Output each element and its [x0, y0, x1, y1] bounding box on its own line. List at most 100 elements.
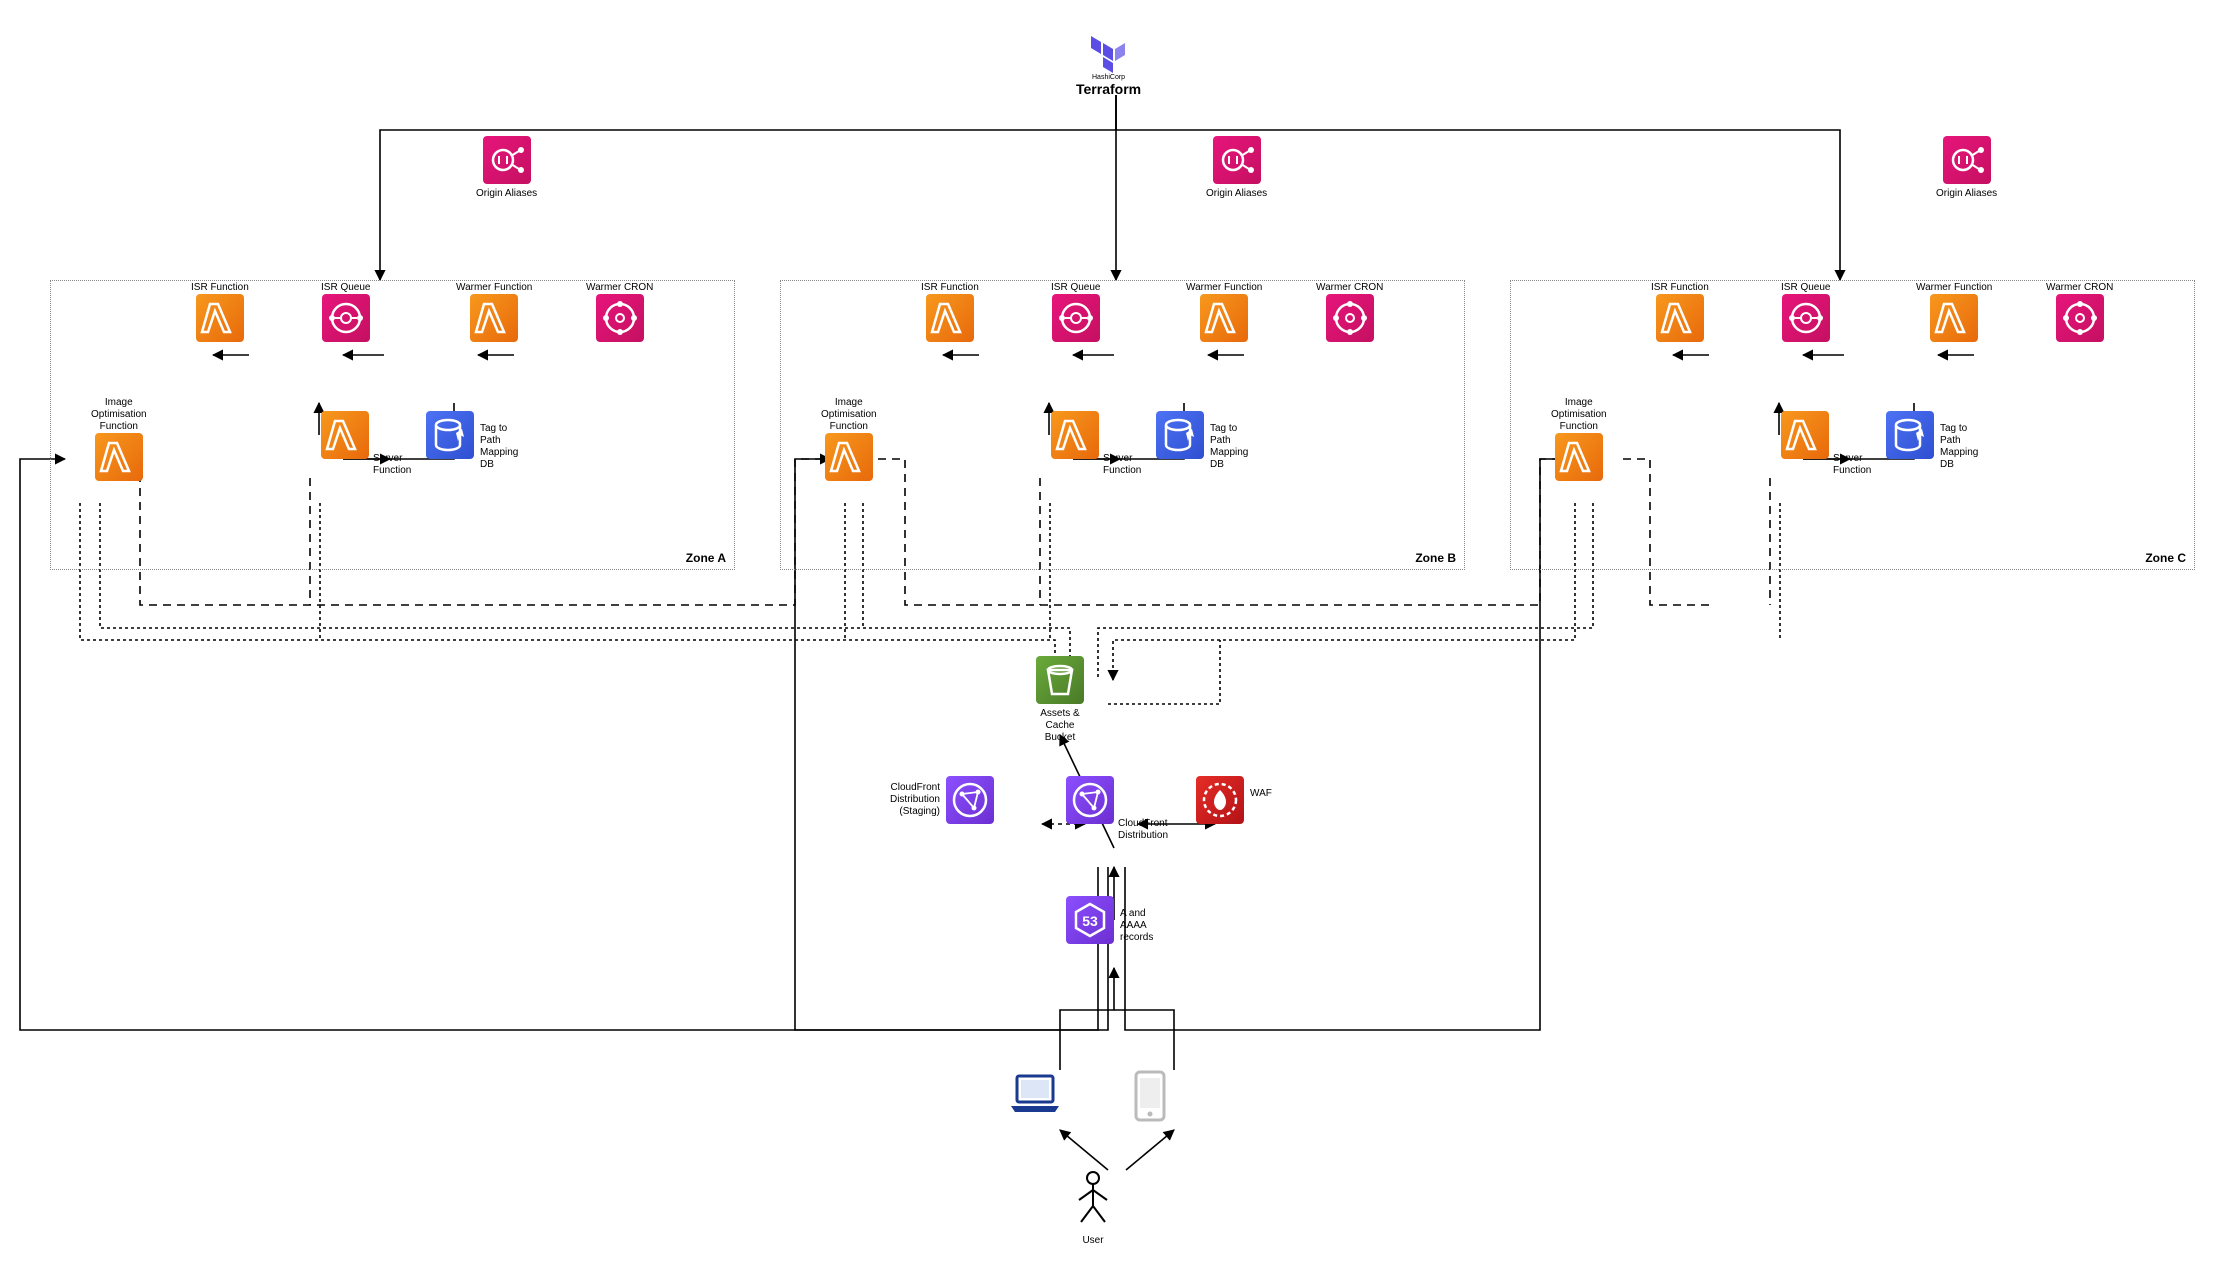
- img-opt-z1-label: Image Optimisation Function: [821, 397, 877, 433]
- warmer-fn-z0: Warmer Function: [456, 278, 532, 342]
- tag-db-z1-icon: [1156, 411, 1204, 459]
- edge: [1060, 1130, 1108, 1170]
- warmer-fn-z1-label: Warmer Function: [1186, 282, 1262, 294]
- edge: [1126, 1130, 1174, 1170]
- user-label: User: [1073, 1235, 1113, 1247]
- warmer-cr-z1: Warmer CRON: [1316, 278, 1383, 342]
- isr-queue-z0: ISR Queue: [321, 278, 370, 342]
- isr-queue-z1-label: ISR Queue: [1051, 282, 1100, 294]
- isr-func-z1-label: ISR Function: [921, 282, 979, 294]
- warmer-cr-z2-label: Warmer CRON: [2046, 282, 2113, 294]
- assets: Assets & Cache Bucket: [1036, 656, 1084, 744]
- warmer-cr-z0-label: Warmer CRON: [586, 282, 653, 294]
- origin-aliases-1-icon: [1213, 136, 1261, 184]
- img-opt-z2-icon: [1555, 433, 1603, 481]
- svg-text:53: 53: [1082, 913, 1098, 929]
- img-opt-z0-label: Image Optimisation Function: [91, 397, 147, 433]
- warmer-fn-z2-label: Warmer Function: [1916, 282, 1992, 294]
- cf-dist-icon: [1066, 776, 1114, 824]
- cf-staging-label: CloudFront Distribution (Staging): [890, 782, 940, 818]
- tag-db-z1: Tag to Path Mapping DB: [1156, 411, 1204, 459]
- warmer-fn-z1-icon: [1200, 294, 1248, 342]
- assets-icon: [1036, 656, 1084, 704]
- waf-label: WAF: [1250, 788, 1272, 800]
- warmer-cr-z2-icon: [2056, 294, 2104, 342]
- warmer-fn-z0-label: Warmer Function: [456, 282, 532, 294]
- origin-aliases-1-label: Origin Aliases: [1206, 188, 1267, 200]
- warmer-cr-z0-icon: [596, 294, 644, 342]
- server-fn-z2-icon: [1781, 411, 1829, 459]
- warmer-cr-z0: Warmer CRON: [586, 278, 653, 342]
- server-fn-z1-icon: [1051, 411, 1099, 459]
- tag-db-z2-icon: [1886, 411, 1934, 459]
- isr-func-z2-icon: [1656, 294, 1704, 342]
- origin-aliases-1: Origin Aliases: [1206, 136, 1267, 200]
- isr-func-z1: ISR Function: [921, 278, 979, 342]
- zone-label: Zone A: [686, 551, 726, 565]
- server-fn-z0-label: Server Function: [373, 453, 411, 477]
- isr-queue-z2-icon: [1782, 294, 1830, 342]
- tag-db-z1-label: Tag to Path Mapping DB: [1210, 423, 1248, 471]
- origin-aliases-2-icon: [1943, 136, 1991, 184]
- server-fn-z2: Server Function: [1781, 411, 1829, 459]
- waf: WAF: [1196, 776, 1244, 824]
- isr-func-z1-icon: [926, 294, 974, 342]
- img-opt-z2-label: Image Optimisation Function: [1551, 397, 1607, 433]
- warmer-cr-z1-label: Warmer CRON: [1316, 282, 1383, 294]
- warmer-fn-z0-icon: [470, 294, 518, 342]
- isr-queue-z0-icon: [322, 294, 370, 342]
- isr-func-z0: ISR Function: [191, 278, 249, 342]
- diagram-canvas: Zone A Zone B Zone C Origin Aliases Origin A…: [0, 0, 2232, 1273]
- isr-func-z2: ISR Function: [1651, 278, 1709, 342]
- cf-dist: CloudFront Distribution: [1066, 776, 1114, 824]
- warmer-fn-z1: Warmer Function: [1186, 278, 1262, 342]
- terraform-logo: HashiCorp Terraform: [1076, 30, 1141, 97]
- edge: [1114, 1010, 1174, 1070]
- origin-aliases-2: Origin Aliases: [1936, 136, 1997, 200]
- isr-func-z0-icon: [196, 294, 244, 342]
- origin-aliases-0-label: Origin Aliases: [476, 188, 537, 200]
- assets-label: Assets & Cache Bucket: [1040, 708, 1079, 744]
- tag-db-z0-label: Tag to Path Mapping DB: [480, 423, 518, 471]
- terraform-label: Terraform: [1076, 81, 1141, 97]
- waf-icon: [1196, 776, 1244, 824]
- edge: [1108, 640, 1220, 704]
- tag-db-z2-label: Tag to Path Mapping DB: [1940, 423, 1978, 471]
- server-fn-z1: Server Function: [1051, 411, 1099, 459]
- warmer-fn-z2: Warmer Function: [1916, 278, 1992, 342]
- zone-label: Zone C: [2145, 551, 2186, 565]
- route53-icon: 53: [1066, 896, 1114, 944]
- isr-queue-z0-label: ISR Queue: [321, 282, 370, 294]
- server-fn-z2-label: Server Function: [1833, 453, 1871, 477]
- origin-aliases-0: Origin Aliases: [476, 136, 537, 200]
- warmer-fn-z2-icon: [1930, 294, 1978, 342]
- isr-func-z2-label: ISR Function: [1651, 282, 1709, 294]
- terraform-sublabel: HashiCorp: [1092, 74, 1125, 81]
- cf-dist-label: CloudFront Distribution: [1118, 818, 1168, 842]
- cf-staging-icon: [946, 776, 994, 824]
- img-opt-z0: Image Optimisation Function: [91, 393, 147, 481]
- tag-db-z0: Tag to Path Mapping DB: [426, 411, 474, 459]
- phone-icon: [1134, 1070, 1166, 1127]
- server-fn-z0: Server Function: [321, 411, 369, 459]
- route53: 53A and AAAA records: [1066, 896, 1114, 944]
- route53-label: A and AAAA records: [1120, 908, 1153, 944]
- terraform-icon: [1087, 30, 1131, 74]
- tag-db-z2: Tag to Path Mapping DB: [1886, 411, 1934, 459]
- isr-queue-z1-icon: [1052, 294, 1100, 342]
- img-opt-z1-icon: [825, 433, 873, 481]
- img-opt-z1: Image Optimisation Function: [821, 393, 877, 481]
- origin-aliases-0-icon: [483, 136, 531, 184]
- server-fn-z1-label: Server Function: [1103, 453, 1141, 477]
- edge: [1060, 968, 1114, 1070]
- isr-queue-z2-label: ISR Queue: [1781, 282, 1830, 294]
- isr-func-z0-label: ISR Function: [191, 282, 249, 294]
- origin-aliases-2-label: Origin Aliases: [1936, 188, 1997, 200]
- laptop-icon: [1007, 1070, 1063, 1123]
- img-opt-z0-icon: [95, 433, 143, 481]
- zone-label: Zone B: [1415, 551, 1456, 565]
- img-opt-z2: Image Optimisation Function: [1551, 393, 1607, 481]
- edges-layer: [0, 0, 2232, 1273]
- server-fn-z0-icon: [321, 411, 369, 459]
- isr-queue-z1: ISR Queue: [1051, 278, 1100, 342]
